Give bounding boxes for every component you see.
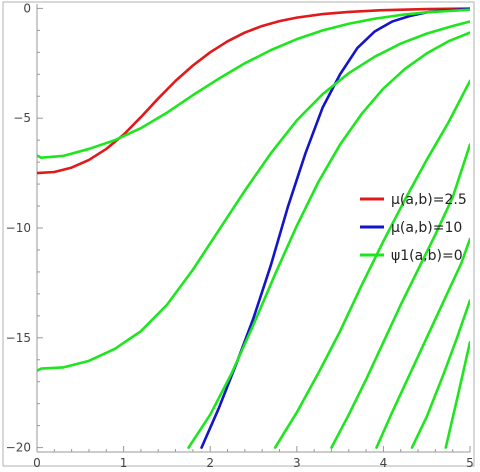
- x-tick-label: 3: [293, 456, 301, 470]
- series-layer: [37, 7, 470, 449]
- x-tick-label: 5: [466, 456, 474, 470]
- x-tick-label: 0: [33, 456, 41, 470]
- y-tick-label: −10: [6, 221, 31, 235]
- axes: 0 1 2 3 4 5 0 −5 −10 −15 −20: [2, 1, 475, 470]
- legend: μ(a,b)=2.5 μ(a,b)=10 ψ1(a,b)=0: [360, 192, 467, 264]
- series-line-6: [330, 143, 470, 449]
- y-tick-label: −15: [6, 331, 31, 345]
- plot-frame: [2, 1, 475, 467]
- x-tick-label: 1: [120, 456, 128, 470]
- series-line-5: [273, 79, 470, 449]
- legend-label: μ(a,b)=2.5: [391, 192, 467, 208]
- x-tick-label: 4: [380, 456, 388, 470]
- series-line-0: [37, 7, 470, 175]
- y-tick-label: 0: [23, 1, 31, 15]
- series-line-9: [444, 340, 470, 449]
- legend-label: μ(a,b)=10: [391, 220, 462, 236]
- y-tick-label: −5: [13, 111, 31, 125]
- series-line-3: [37, 20, 470, 373]
- y-tick-label: −20: [6, 441, 31, 455]
- series-line-4: [187, 31, 470, 449]
- series-line-7: [375, 237, 470, 449]
- x-tick-label: 2: [206, 456, 214, 470]
- series-line-8: [410, 299, 470, 449]
- legend-label: ψ1(a,b)=0: [391, 248, 463, 264]
- series-line-2: [37, 8, 470, 160]
